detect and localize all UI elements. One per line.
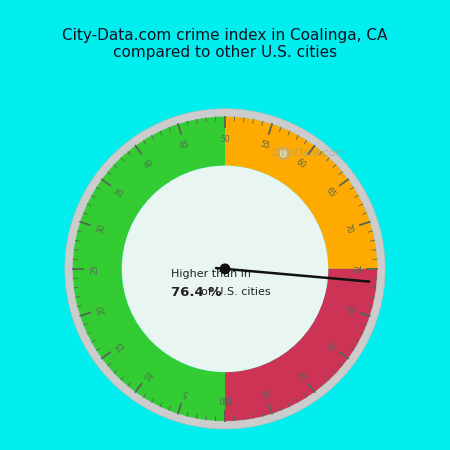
Text: 30: 30: [96, 223, 108, 235]
Circle shape: [220, 264, 230, 274]
Text: 10: 10: [142, 367, 155, 380]
Text: 60: 60: [295, 158, 308, 171]
Text: 25: 25: [91, 264, 100, 274]
Text: 15: 15: [113, 338, 126, 351]
Text: 80: 80: [342, 303, 354, 315]
Text: 85: 85: [324, 338, 337, 351]
Text: 55: 55: [259, 140, 271, 151]
Text: of U.S. cities: of U.S. cities: [201, 288, 271, 297]
Text: 0: 0: [223, 394, 227, 403]
Circle shape: [122, 166, 328, 372]
Wedge shape: [65, 109, 385, 429]
Text: City-Data.com: City-Data.com: [271, 148, 346, 158]
Text: 76.4 %: 76.4 %: [171, 286, 221, 299]
Text: 40: 40: [142, 158, 155, 171]
Text: 45: 45: [179, 140, 191, 151]
Wedge shape: [225, 269, 377, 421]
Text: 20: 20: [96, 303, 108, 315]
Text: 75: 75: [350, 264, 359, 274]
Text: City-Data.com crime index in Coalinga, CA
compared to other U.S. cities: City-Data.com crime index in Coalinga, C…: [62, 28, 388, 60]
Text: 95: 95: [259, 387, 271, 398]
Text: 5: 5: [181, 387, 189, 397]
Wedge shape: [225, 117, 377, 269]
Text: 90: 90: [295, 367, 308, 380]
Text: 100: 100: [218, 394, 232, 403]
Text: 50: 50: [220, 135, 230, 144]
Text: 35: 35: [113, 186, 126, 199]
Text: Higher than in: Higher than in: [171, 269, 251, 279]
Text: 65: 65: [324, 186, 337, 199]
Text: 70: 70: [342, 223, 354, 235]
Wedge shape: [73, 117, 225, 421]
